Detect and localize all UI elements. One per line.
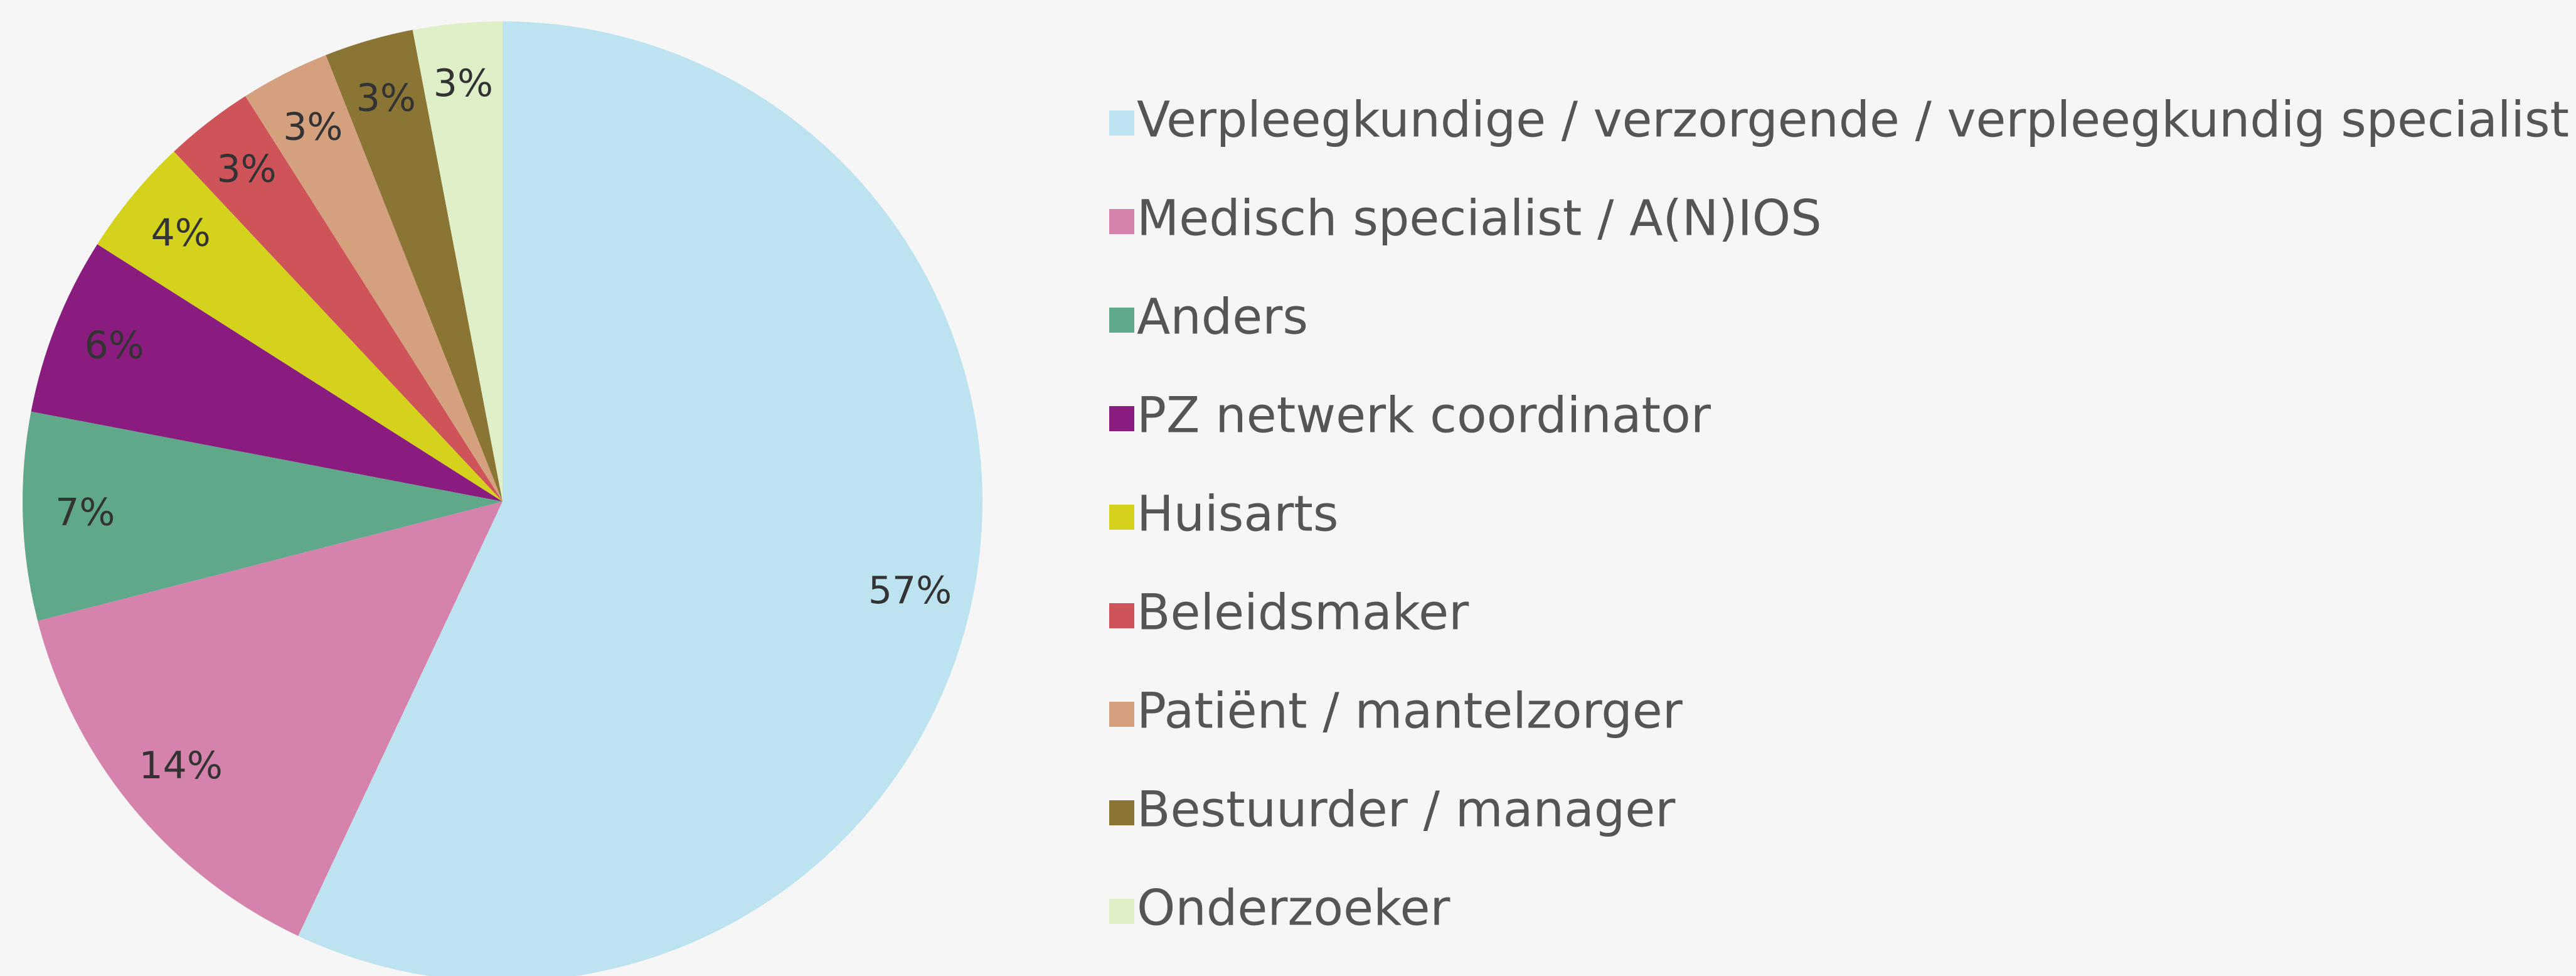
pie-slice: [38, 501, 503, 936]
legend-swatch: [1109, 603, 1134, 628]
legend-label: Beleidsmaker: [1137, 584, 1469, 641]
pie-slice: [298, 21, 982, 976]
legend-swatch: [1109, 505, 1134, 530]
legend-label: Patiënt / mantelzorger: [1137, 683, 1683, 739]
data-label: 3%: [283, 105, 343, 149]
legend-label: Bestuurder / manager: [1137, 781, 1676, 838]
legend-label: Huisarts: [1137, 486, 1338, 542]
legend-label: PZ netwerk coordinator: [1137, 387, 1711, 444]
legend-label: Anders: [1137, 289, 1308, 345]
legend-label: Medisch specialist / A(N)IOS: [1137, 190, 1822, 247]
pie-slice: [22, 411, 503, 621]
legend-label: Onderzoeker: [1137, 880, 1450, 936]
data-label: 6%: [85, 324, 144, 368]
pie-slice: [97, 151, 503, 502]
legend-swatch: [1109, 899, 1134, 924]
pie-slice: [245, 55, 503, 501]
pie-slice: [31, 244, 503, 501]
legend-swatch: [1109, 702, 1134, 727]
legend-swatch: [1109, 800, 1134, 825]
data-label: 57%: [868, 569, 952, 613]
data-label: 3%: [356, 76, 416, 120]
legend-label: Verpleegkundige / verzorgende / verpleeg…: [1137, 92, 2569, 148]
data-label: 4%: [151, 211, 211, 255]
data-label: 7%: [55, 490, 115, 534]
data-label: 3%: [434, 62, 493, 105]
data-label: 3%: [216, 147, 276, 191]
pie-slice: [326, 29, 503, 502]
legend-swatch: [1109, 209, 1134, 234]
pie-slice: [174, 96, 503, 502]
legend-swatch: [1109, 110, 1134, 136]
legend-swatch: [1109, 406, 1134, 431]
legend-swatch: [1109, 308, 1134, 333]
pie-slice: [412, 21, 503, 501]
data-label: 14%: [139, 744, 223, 788]
